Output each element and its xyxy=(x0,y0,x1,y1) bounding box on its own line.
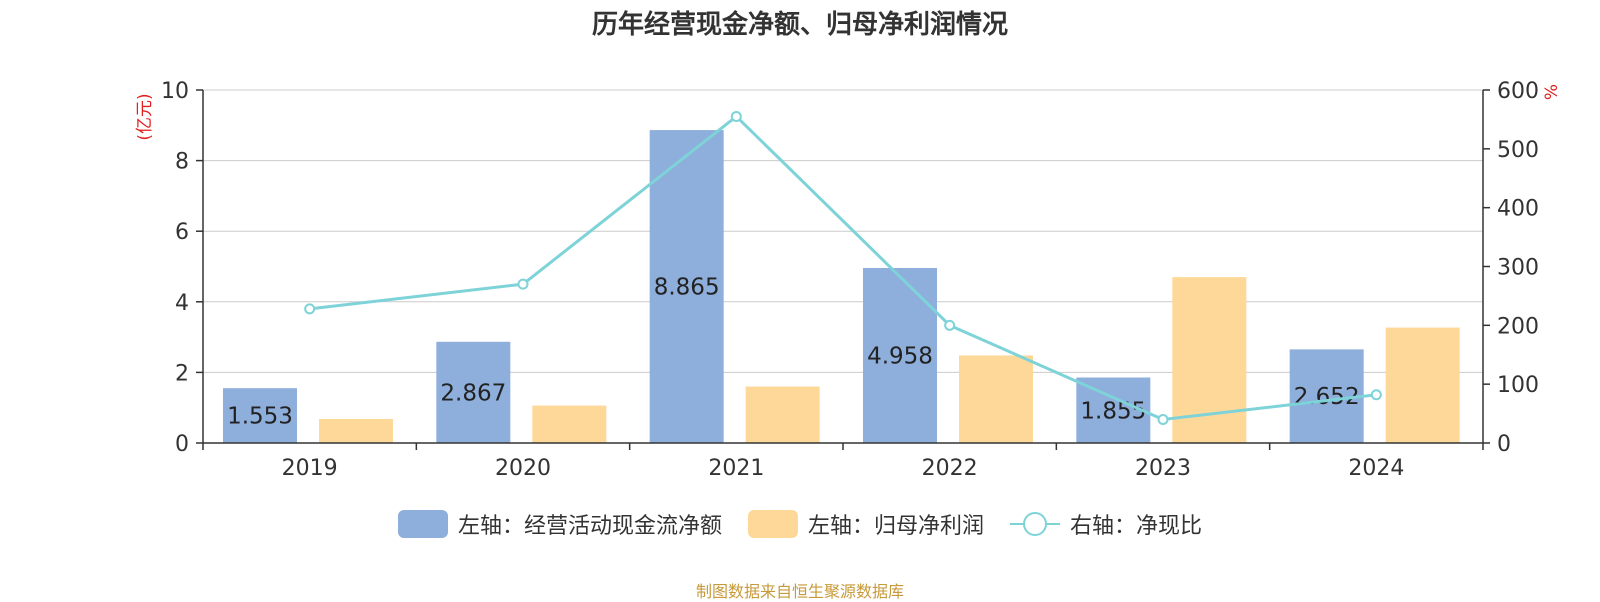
ratio-point xyxy=(944,319,956,331)
ratio-line xyxy=(309,114,1377,422)
bar-net-profit xyxy=(532,405,607,443)
bar-value-label: 1.553 xyxy=(227,404,293,430)
bar-net-profit xyxy=(745,386,820,443)
y-left-tick-label: 6 xyxy=(175,220,189,245)
y-right-tick-label: 100 xyxy=(1497,373,1539,398)
bar-value-label: 2.867 xyxy=(440,380,506,406)
bar-net-profit xyxy=(319,418,393,443)
legend-label-ratio: 右轴：净现比 xyxy=(1070,514,1203,539)
legend-item-net-profit[interactable]: 左轴：归母净利润 xyxy=(747,508,984,540)
legend-item-ratio[interactable]: 右轴：净现比 xyxy=(1010,508,1202,540)
legend-swatch-net-profit xyxy=(747,510,798,538)
chart-legend: 左轴：经营活动现金流净额 左轴：归母净利润 右轴：净现比 xyxy=(0,508,1600,540)
bar-net-profit xyxy=(1385,327,1460,443)
x-tick-label: 2019 xyxy=(282,456,338,481)
ratio-point xyxy=(304,303,316,315)
bar-cashflow xyxy=(436,341,511,443)
bar-value-label: 4.958 xyxy=(867,343,933,369)
bar-value-label: 1.855 xyxy=(1080,398,1146,424)
y-right-tick-label: 400 xyxy=(1497,197,1539,222)
chart-title: 历年经营现金净额、归母净利润情况 xyxy=(591,10,1008,40)
y-left-tick-label: 4 xyxy=(175,291,189,316)
chart-canvas: 02468100100200300400500600(亿元)%1.5532.86… xyxy=(135,79,1562,481)
ratio-point xyxy=(1370,389,1382,401)
ratio-point xyxy=(1157,413,1169,425)
y-right-tick-label: 600 xyxy=(1497,79,1539,104)
bar-net-profit xyxy=(959,355,1033,443)
y-left-tick-label: 8 xyxy=(175,150,189,175)
bar-cashflow xyxy=(1076,377,1151,443)
bar-cashflow xyxy=(863,267,937,443)
y-right-tick-label: 200 xyxy=(1497,314,1539,339)
y-left-tick-label: 2 xyxy=(175,361,189,386)
x-tick-label: 2022 xyxy=(922,456,978,481)
legend-label-net-profit: 左轴：归母净利润 xyxy=(807,514,984,539)
x-tick-label: 2024 xyxy=(1348,456,1404,481)
legend-item-cashflow[interactable]: 左轴：经营活动现金流净额 xyxy=(397,508,722,540)
bar-cashflow xyxy=(223,388,297,443)
legend-swatch-cashflow xyxy=(397,510,448,538)
y-right-axis-label: % xyxy=(1542,84,1562,100)
ratio-point xyxy=(517,278,529,290)
legend-label-cashflow: 左轴：经营活动现金流净额 xyxy=(457,514,722,539)
y-left-tick-label: 10 xyxy=(161,79,189,104)
x-tick-label: 2021 xyxy=(708,456,764,481)
y-right-tick-label: 0 xyxy=(1497,432,1511,457)
y-left-tick-label: 0 xyxy=(175,432,189,457)
y-left-axis-label: (亿元) xyxy=(135,93,155,140)
y-right-tick-label: 500 xyxy=(1497,138,1539,163)
bar-cashflow xyxy=(649,130,724,444)
bar-value-label: 8.865 xyxy=(654,275,720,301)
x-tick-label: 2020 xyxy=(495,456,551,481)
x-tick-label: 2023 xyxy=(1135,456,1191,481)
ratio-point xyxy=(730,110,742,122)
legend-swatch-ratio xyxy=(1010,510,1060,538)
source-note: 制图数据来自恒生聚源数据库 xyxy=(695,582,904,601)
y-right-tick-label: 300 xyxy=(1497,256,1539,281)
